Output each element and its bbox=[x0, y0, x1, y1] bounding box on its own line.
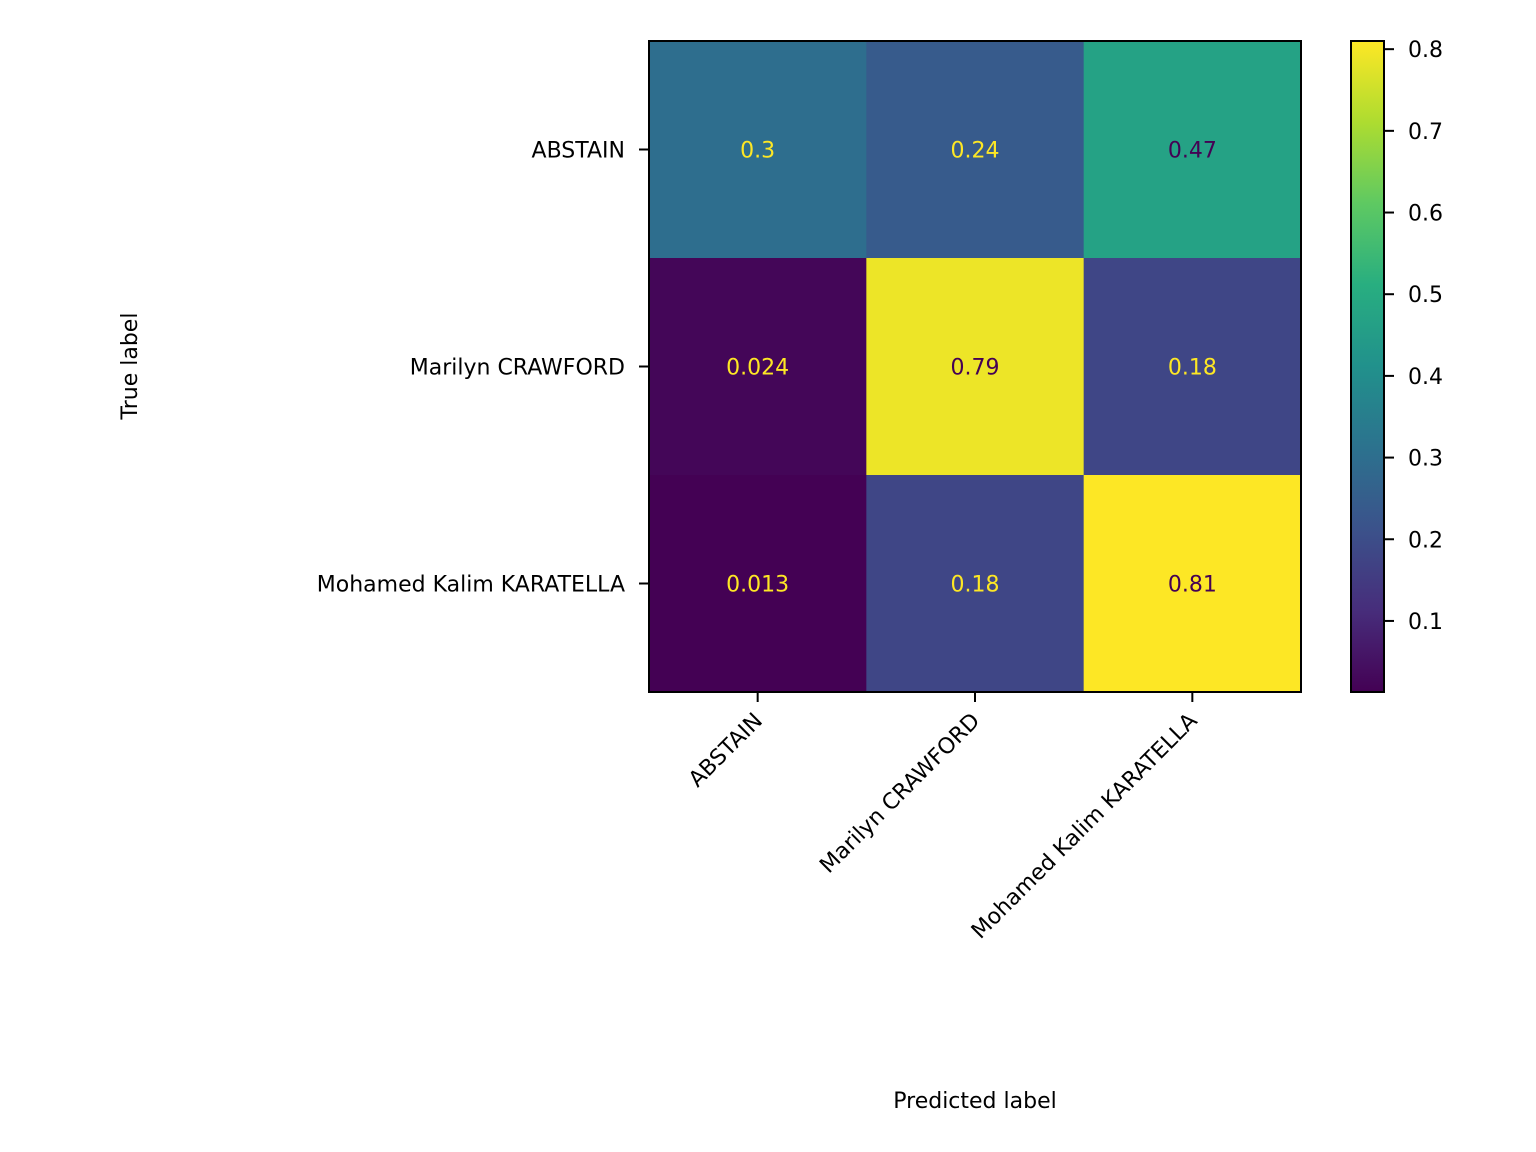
x-tick-label: ABSTAIN bbox=[684, 709, 768, 793]
matrix bbox=[649, 41, 1302, 693]
colorbar-tick-label: 0.8 bbox=[1408, 38, 1443, 63]
cell-value-label: 0.24 bbox=[951, 139, 1000, 164]
y-tick-label: Marilyn CRAWFORD bbox=[410, 356, 625, 381]
matrix-cell bbox=[1083, 258, 1302, 476]
colorbar-ticks: 0.1 0.2 0.3 0.4 0.5 0.6 0.7 0.8 bbox=[1384, 38, 1443, 635]
colorbar-tick-label: 0.3 bbox=[1408, 447, 1443, 472]
colorbar-tick-label: 0.1 bbox=[1408, 610, 1443, 635]
colorbar-tick-label: 0.5 bbox=[1408, 283, 1443, 308]
cell-value-label: 0.18 bbox=[1168, 356, 1217, 381]
colorbar-tick-label: 0.4 bbox=[1408, 365, 1443, 390]
cell-value-label: 0.024 bbox=[726, 356, 789, 381]
matrix-cell bbox=[649, 41, 867, 259]
matrix-cell bbox=[866, 475, 1085, 693]
x-tick-label: Mohamed Kalim KARATELLA bbox=[967, 709, 1203, 945]
matrix-cell bbox=[866, 41, 1085, 259]
colorbar bbox=[1350, 40, 1385, 693]
cell-value-label: 0.47 bbox=[1168, 139, 1217, 164]
cell-value-label: 0.013 bbox=[726, 573, 789, 598]
x-tick-label: Marilyn CRAWFORD bbox=[815, 709, 985, 879]
colorbar-tick-label: 0.6 bbox=[1408, 202, 1443, 227]
cell-value-label: 0.18 bbox=[951, 573, 1000, 598]
y-axis-label: True label bbox=[118, 313, 143, 421]
cell-labels: 0.3 0.24 0.47 0.024 0.79 0.18 0.013 0.18 0.81 bbox=[726, 139, 1217, 598]
cell-value-label: 0.3 bbox=[740, 139, 775, 164]
matrix-cell bbox=[1083, 41, 1302, 259]
matrix-cell bbox=[649, 258, 867, 476]
colorbar-tick-label: 0.7 bbox=[1408, 120, 1443, 145]
y-axis-ticks: ABSTAIN Marilyn CRAWFORD Mohamed Kalim KAR… bbox=[317, 139, 649, 598]
matrix-cell bbox=[1083, 475, 1302, 693]
cell-value-label: 0.79 bbox=[951, 356, 1000, 381]
cell-value-label: 0.81 bbox=[1168, 573, 1217, 598]
y-tick-label: ABSTAIN bbox=[532, 139, 625, 164]
colorbar-tick-label: 0.2 bbox=[1408, 528, 1443, 553]
matrix-cell bbox=[649, 475, 867, 693]
x-axis-label: Predicted label bbox=[893, 1089, 1056, 1114]
y-tick-label: Mohamed Kalim KARATELLA bbox=[317, 573, 625, 598]
matrix-cell bbox=[866, 258, 1085, 476]
